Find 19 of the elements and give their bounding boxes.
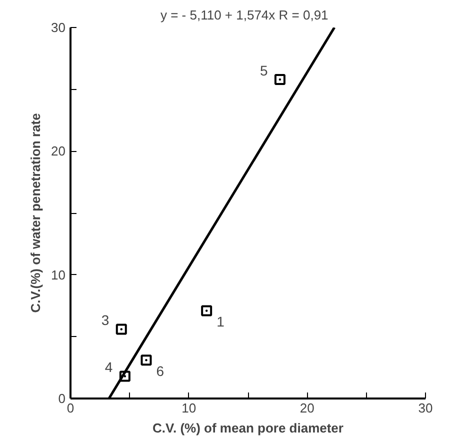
annotation: 1 (216, 314, 225, 330)
point (274, 74, 286, 85)
chart-title: y = - 5,110 + 1,574x R = 0,91 (160, 8, 328, 22)
annotation: 5 (260, 62, 268, 78)
y-tick-label: 10 (51, 267, 66, 282)
x-axis-title: C.V. (%) of mean pore diameter (152, 420, 344, 436)
point (140, 354, 152, 366)
annotation: 6 (156, 363, 164, 380)
y-tick-label: 30 (51, 20, 66, 35)
annotation: 4 (104, 359, 113, 376)
point (201, 305, 212, 316)
x-tick-label: 30 (418, 400, 433, 416)
y-tick-label: 0 (58, 391, 66, 406)
annotation: 3 (101, 312, 110, 328)
x-tick-label: 10 (182, 400, 196, 416)
y-axis-title: C.V.(%) of water penetration rate (28, 113, 44, 313)
y-tick-label: 20 (51, 144, 66, 159)
x-tick-label: 20 (300, 400, 314, 416)
point (116, 324, 127, 335)
